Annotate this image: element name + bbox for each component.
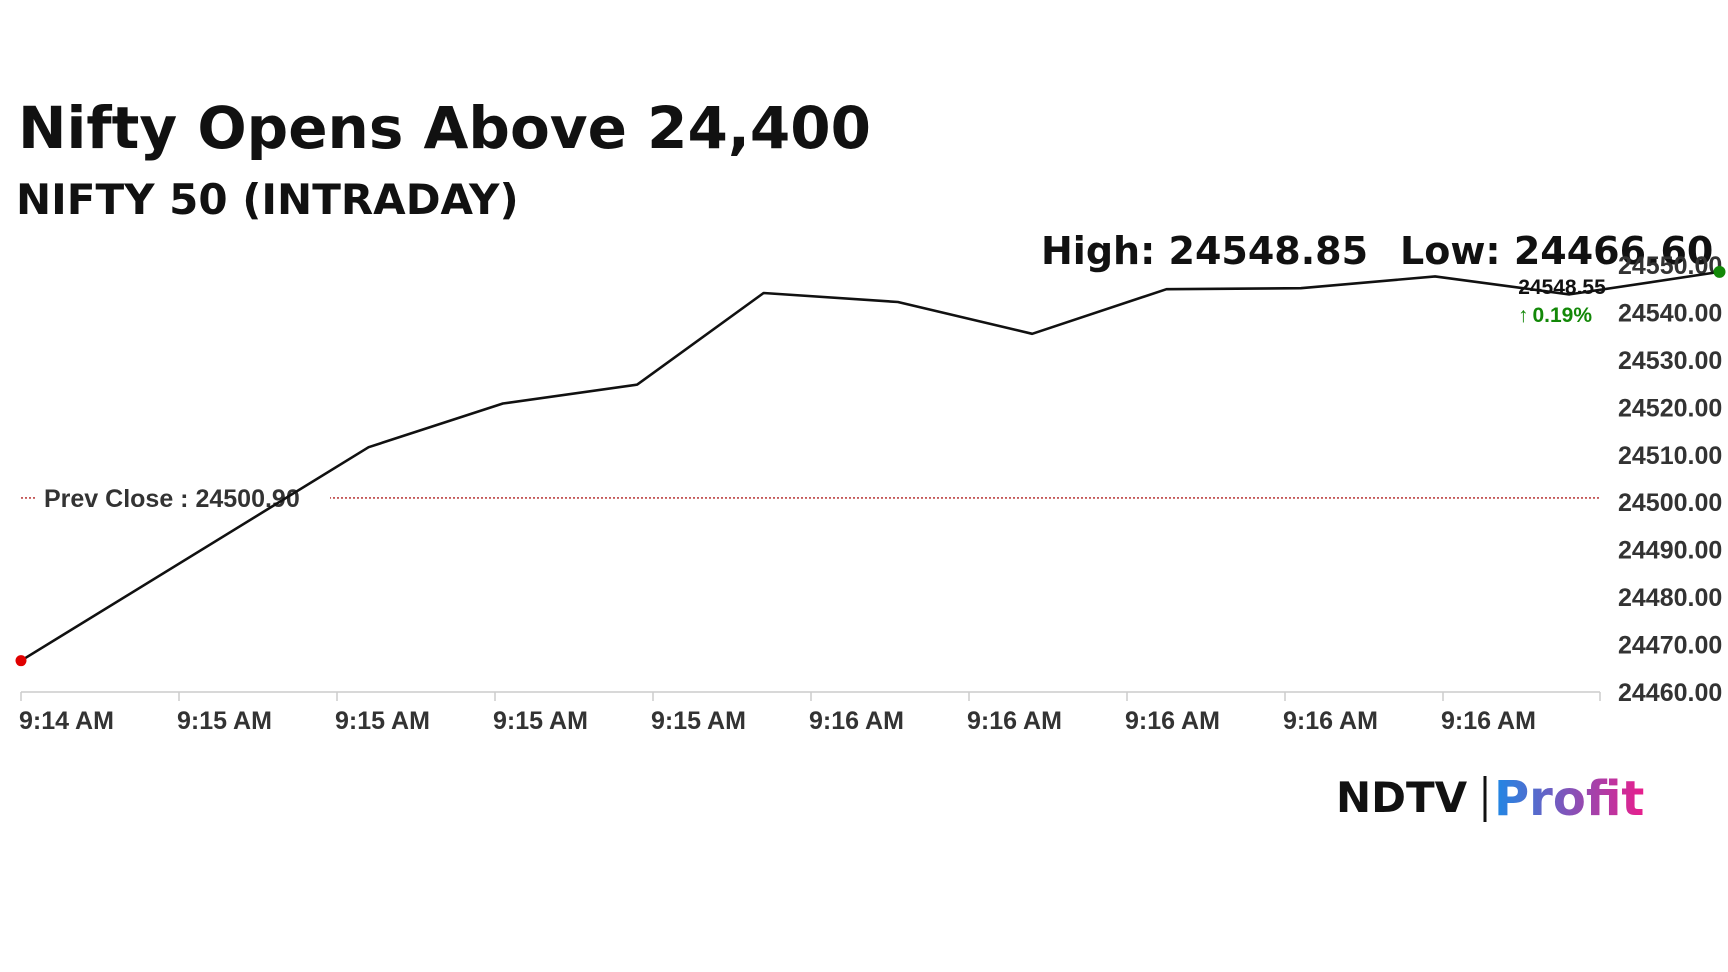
y-tick-label: 24510.00 bbox=[1618, 442, 1722, 470]
x-tick-label: 9:14 AM bbox=[19, 707, 114, 735]
series-layer bbox=[15, 265, 1726, 667]
x-tick-label: 9:16 AM bbox=[967, 707, 1062, 735]
low-stat: Low: 24466.60 bbox=[1400, 229, 1713, 273]
y-tick-label: 24500.00 bbox=[1618, 489, 1722, 517]
x-tick-label: 9:16 AM bbox=[1125, 707, 1220, 735]
y-tick-label: 24480.00 bbox=[1618, 584, 1722, 612]
up-arrow-icon: ↑ bbox=[1518, 304, 1529, 327]
prev-close-label: Prev Close : 24500.90 bbox=[44, 485, 300, 513]
end-point-marker bbox=[1713, 265, 1726, 278]
chart-title: Nifty Opens Above 24,400 bbox=[18, 94, 871, 162]
x-tick-label: 9:15 AM bbox=[335, 707, 430, 735]
y-tick-label: 24520.00 bbox=[1618, 394, 1722, 422]
y-tick-label: 24490.00 bbox=[1618, 537, 1722, 565]
series-line bbox=[20, 270, 1720, 662]
brand-profit: Profit bbox=[1494, 771, 1644, 827]
x-tick-label: 9:16 AM bbox=[809, 707, 904, 735]
change-percent-label: ↑ 0.19% bbox=[1518, 304, 1592, 327]
prev-close-marker: Prev Close : 24500.90 bbox=[21, 480, 1600, 515]
x-tick-label: 9:15 AM bbox=[493, 707, 588, 735]
high-stat: High: 24548.85 bbox=[1041, 229, 1368, 273]
x-tick-label: 9:16 AM bbox=[1283, 707, 1378, 735]
change-percent-value: 0.19% bbox=[1532, 304, 1592, 327]
prev-close-label-bg bbox=[37, 480, 330, 515]
y-tick-label: 24530.00 bbox=[1618, 347, 1722, 375]
brand-logo: NDTV Profit bbox=[1336, 771, 1644, 827]
x-tick-label: 9:16 AM bbox=[1441, 707, 1536, 735]
start-point-marker bbox=[15, 655, 27, 667]
chart-subtitle: NIFTY 50 (INTRADAY) bbox=[16, 175, 519, 224]
y-tick-label: 24460.00 bbox=[1618, 679, 1722, 707]
x-tick-label: 9:15 AM bbox=[651, 707, 746, 735]
last-price-label: 24548.55 bbox=[1518, 276, 1606, 299]
y-tick-label: 24550.00 bbox=[1618, 252, 1722, 280]
axes: 9:14 AM 9:15 AM 9:15 AM 9:15 AM 9:15 AM 9:16 … bbox=[19, 252, 1722, 735]
y-tick-label: 24470.00 bbox=[1618, 632, 1722, 660]
y-tick-label: 24540.00 bbox=[1618, 299, 1722, 327]
brand-ndtv: NDTV bbox=[1336, 773, 1468, 822]
x-tick-label: 9:15 AM bbox=[177, 707, 272, 735]
